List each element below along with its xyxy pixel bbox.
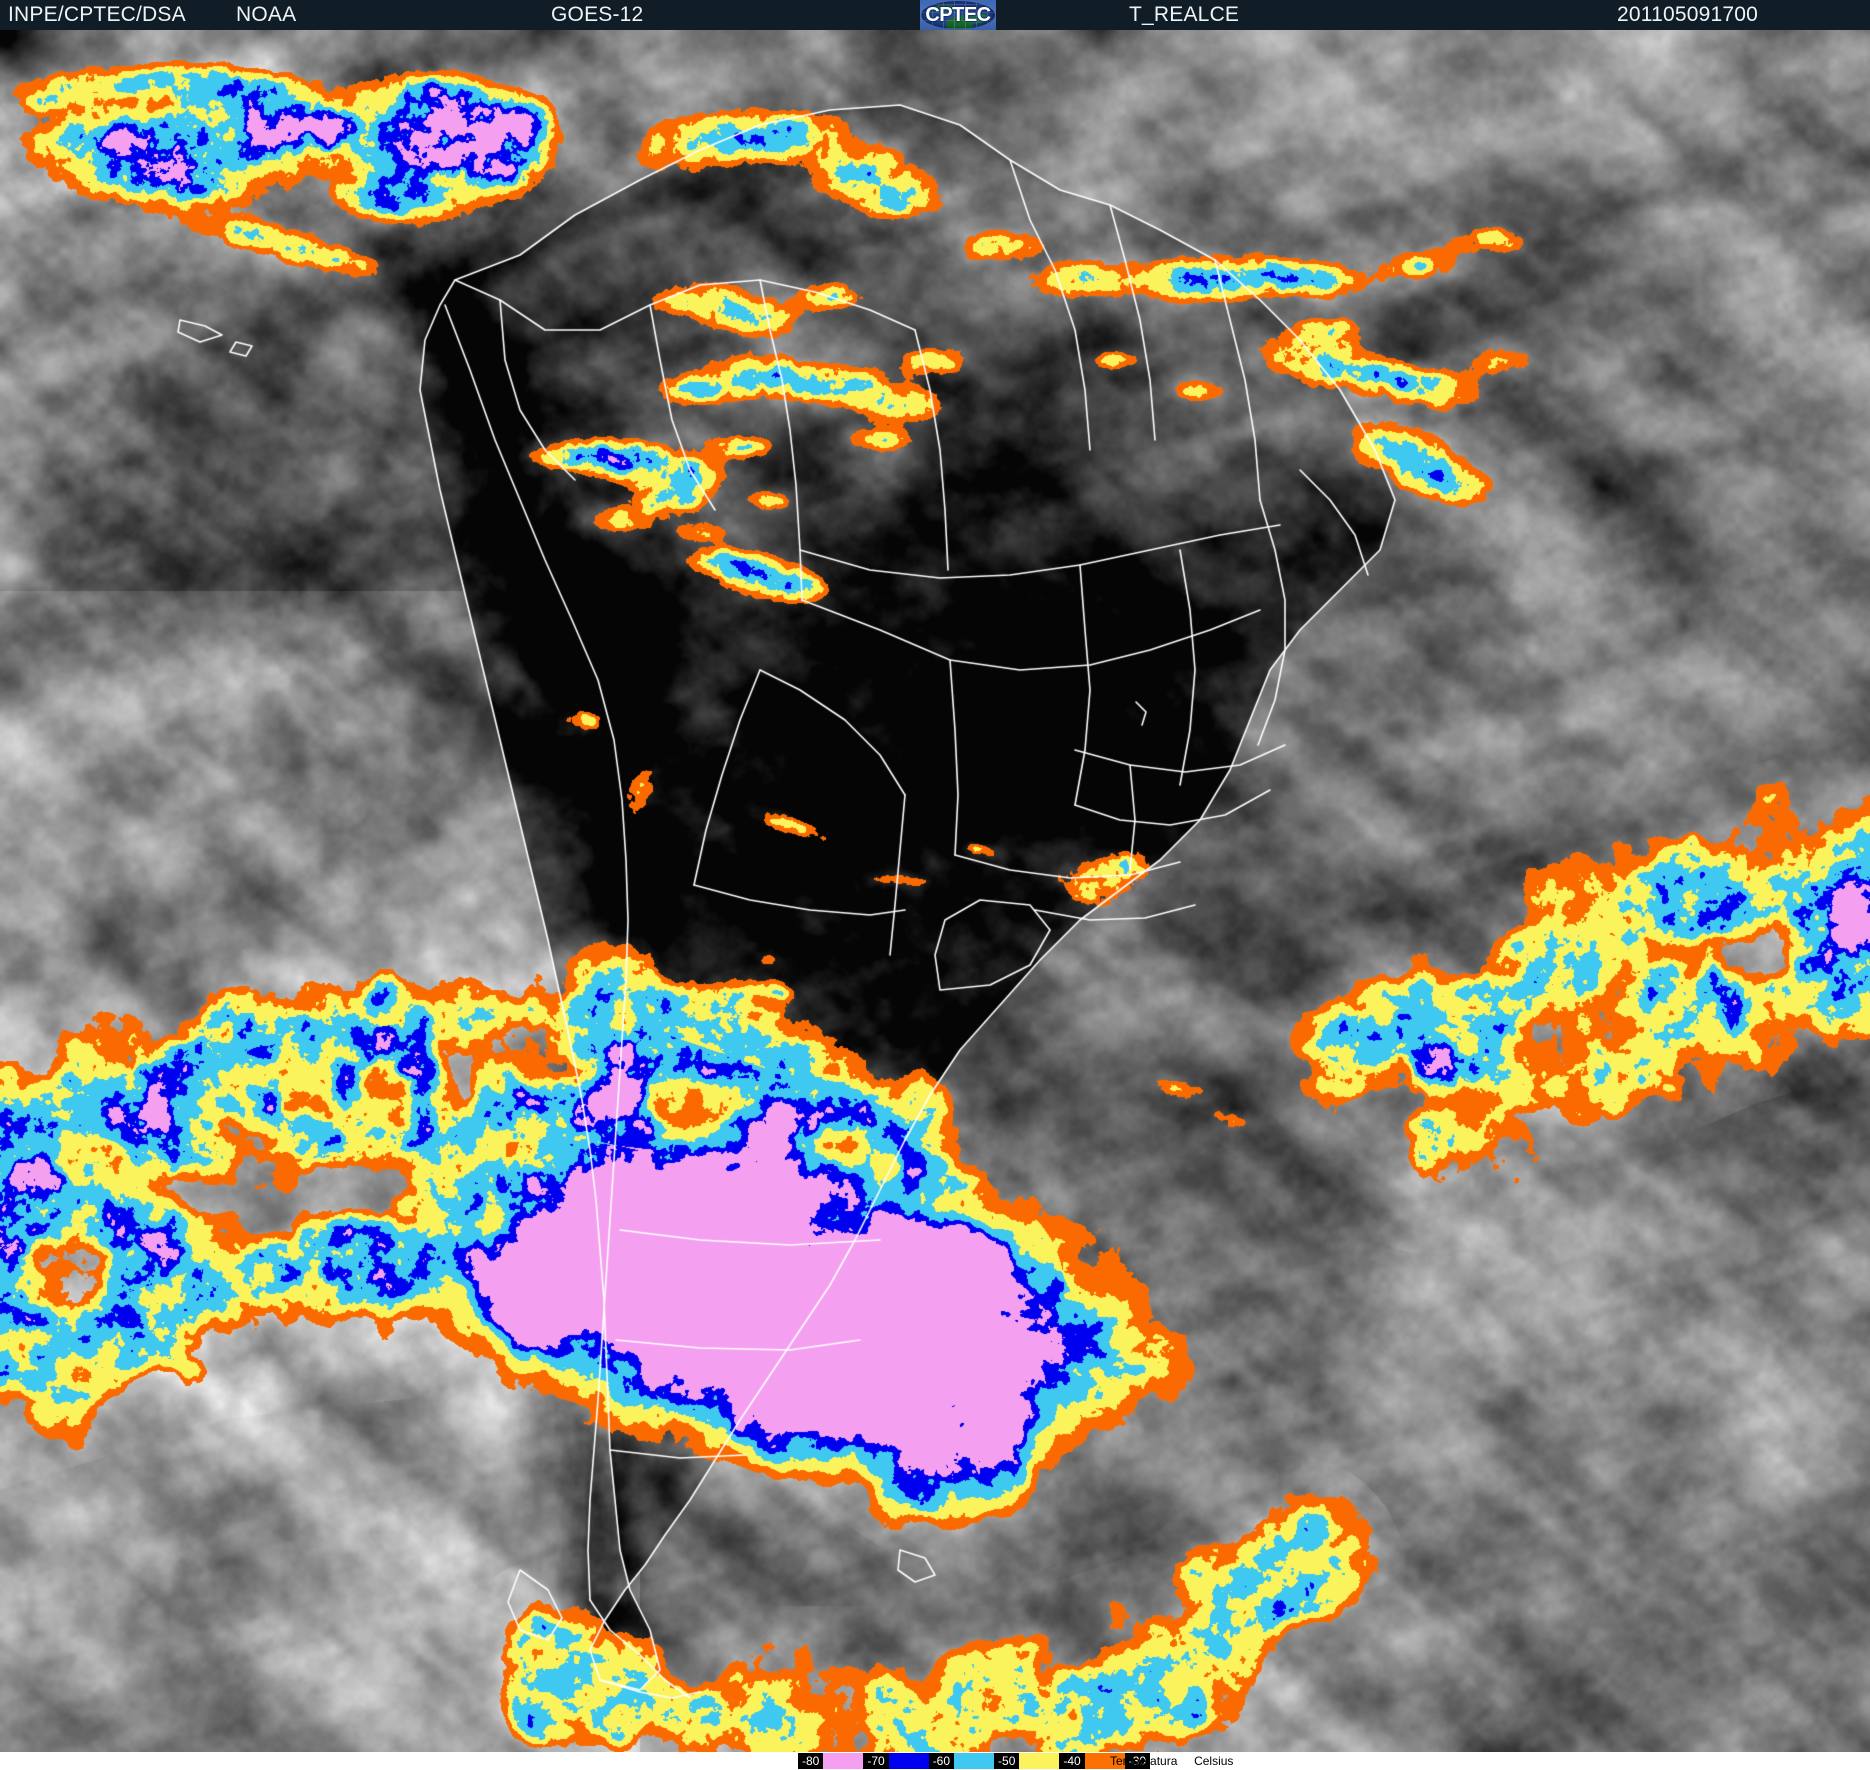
legend-tick-30: -30 <box>1124 1753 1151 1769</box>
legend-tick-70: -70 <box>863 1753 889 1769</box>
satellite-image <box>0 30 1870 1752</box>
legend-swatch-cyan <box>954 1753 995 1769</box>
legend-swatch-blue <box>888 1753 929 1769</box>
legend-swatch-yellow <box>1019 1753 1060 1769</box>
institution-label: INPE/CPTEC/DSA <box>8 3 186 26</box>
timestamp-label: 201105091700 <box>1617 3 1758 26</box>
enhanced-ir-image-canvas <box>0 30 1870 1752</box>
legend-caption-word-2: Celsius <box>1194 1754 1234 1768</box>
legend-strip: -80 -70 -60 -50 -40 -30 Temperatura Cels… <box>0 1752 1870 1770</box>
globe-graticule-icon <box>921 1 995 29</box>
cptec-logo-text: CPTEC <box>925 4 991 26</box>
header-bar: INPE/CPTEC/DSA NOAA GOES-12 CPTEC T_REAL… <box>0 0 1870 30</box>
agency-label: NOAA <box>236 3 297 26</box>
legend-tick-80: -80 <box>798 1753 824 1769</box>
cptec-globe-logo: CPTEC <box>920 0 996 30</box>
legend-swatch-orange <box>1084 1753 1125 1769</box>
temperature-color-legend: -80 -70 -60 -50 -40 -30 <box>798 1753 1151 1769</box>
legend-tick-50: -50 <box>994 1753 1020 1769</box>
satellite-label: GOES-12 <box>551 3 644 26</box>
product-label: T_REALCE <box>1129 3 1240 26</box>
legend-tick-60: -60 <box>928 1753 955 1769</box>
legend-swatch-violet <box>823 1753 864 1769</box>
legend-tick-40: -40 <box>1059 1753 1085 1769</box>
globe-icon <box>921 1 995 29</box>
legend-caption: Temperatura Celsius <box>1110 1753 1233 1769</box>
legend-caption-word-1: Temperatura <box>1110 1754 1178 1768</box>
